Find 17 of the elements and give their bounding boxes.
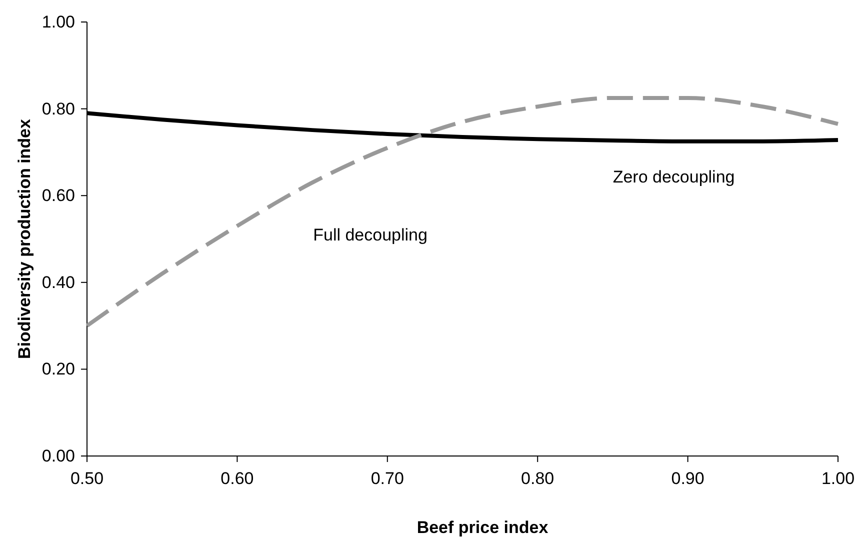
- line-series: [85, 96, 840, 328]
- y-tick-label: 0.60: [42, 186, 75, 206]
- x-tick-label: 0.90: [671, 469, 704, 488]
- x-tick-label: 1.00: [821, 469, 855, 488]
- y-tick-label: 0.00: [42, 446, 75, 466]
- y-tick-label: 0.20: [42, 360, 75, 379]
- text: Full decoupling: [313, 226, 428, 245]
- x-tick-label: 0.50: [70, 469, 104, 488]
- y-tick-label: 1.00: [42, 12, 75, 32]
- y-tick-label: 0.40: [42, 272, 75, 292]
- series-label: Zero decoupling: [612, 167, 735, 186]
- x-tick-label: 0.70: [370, 469, 404, 488]
- y-tick-label: 0.80: [42, 99, 75, 118]
- x-tick-label: 0.80: [521, 469, 554, 488]
- x-axis-title: Beef price index: [416, 518, 549, 537]
- y-axis-title: Biodiversity production index: [15, 118, 34, 359]
- x-tick-label: 0.60: [220, 469, 254, 488]
